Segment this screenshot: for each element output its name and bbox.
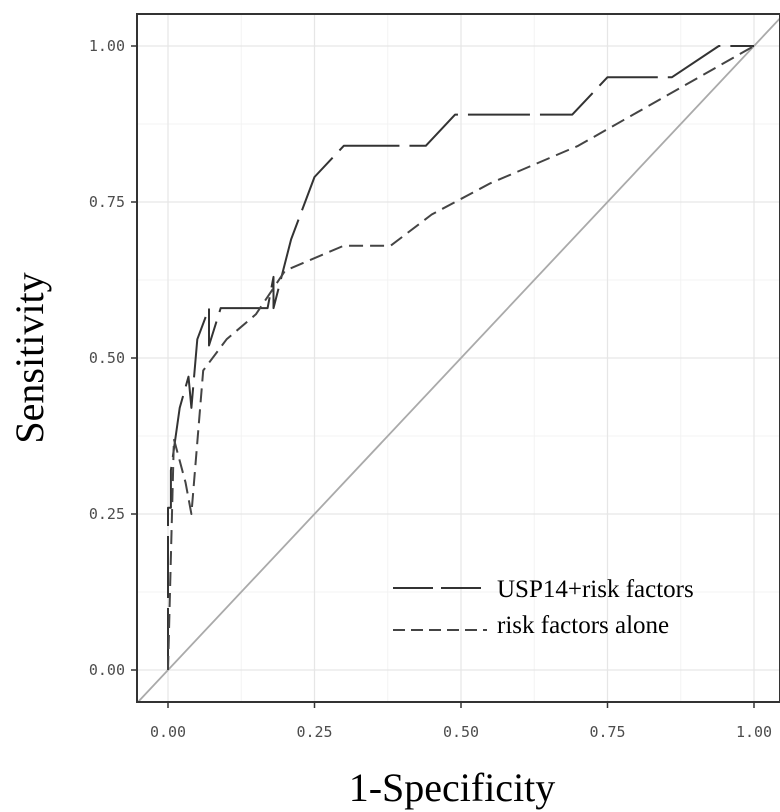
y-axis-title: Sensitivity xyxy=(7,272,52,443)
series-line-risk-factors-alone xyxy=(167,45,755,671)
x-tick-label: 0.00 xyxy=(150,723,186,741)
legend-label-risk-factors: risk factors alone xyxy=(497,612,669,639)
axis-ticks: 0.00 0.25 0.50 0.75 1.00 0.00 0.25 0.50 0.75 1.00 xyxy=(89,37,772,741)
y-tick-label: 0.75 xyxy=(89,193,125,211)
y-tick-label: 1.00 xyxy=(89,37,125,55)
x-axis-title: 1-Specificity xyxy=(349,765,556,810)
diagonal-reference-line xyxy=(138,16,780,702)
series-lines xyxy=(167,45,755,671)
x-tick-label: 0.75 xyxy=(589,723,625,741)
x-tick-label: 0.50 xyxy=(443,723,479,741)
y-tick-label: 0.00 xyxy=(89,661,125,679)
x-tick-label: 0.25 xyxy=(296,723,332,741)
series-line-usp14-risk-factors xyxy=(167,45,754,670)
x-tick-label: 1.00 xyxy=(736,723,772,741)
y-tick-label: 0.50 xyxy=(89,349,125,367)
y-tick-label: 0.25 xyxy=(89,505,125,523)
legend-label-usp14: USP14+risk factors xyxy=(497,576,694,603)
legend: USP14+risk factors risk factors alone xyxy=(393,576,694,639)
